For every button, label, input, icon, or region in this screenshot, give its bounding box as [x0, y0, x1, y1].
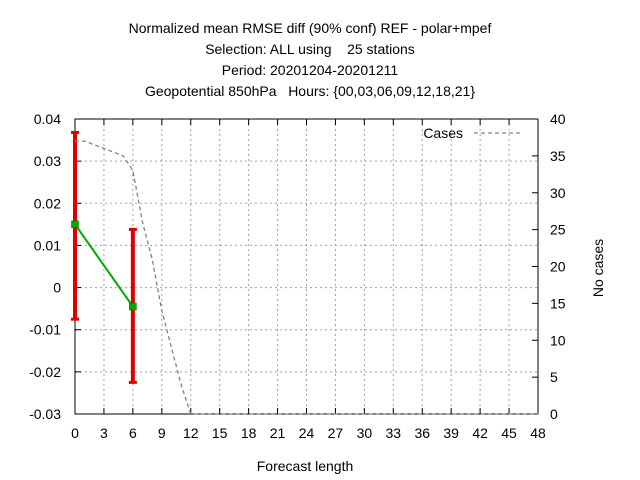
chart-title: Normalized mean RMSE diff (90% conf) REF…	[129, 20, 492, 99]
x-tick-label: 15	[212, 425, 228, 441]
y2-tick-label: 25	[550, 222, 566, 238]
x-tick-label: 33	[386, 425, 402, 441]
x-tick-label: 9	[158, 425, 166, 441]
legend-label-cases: Cases	[423, 125, 463, 141]
grid	[75, 119, 538, 414]
y-tick-label: 0.04	[34, 111, 61, 127]
x-tick-label: 21	[270, 425, 286, 441]
x-tick-label: 42	[472, 425, 488, 441]
y2-tick-label: 5	[550, 369, 558, 385]
x-tick-label: 12	[183, 425, 199, 441]
rmse-diff-line	[74, 223, 134, 308]
y-tick-label: 0.01	[34, 237, 61, 253]
y2-tick-label: 0	[550, 406, 558, 422]
y2-tick-label: 20	[550, 259, 566, 275]
rmse-diff-point	[129, 302, 137, 311]
y2-tick-label: 40	[550, 111, 566, 127]
x-tick-label: 36	[414, 425, 430, 441]
title-line-2: Selection: ALL using 25 stations	[205, 41, 415, 57]
y-tick-label: -0.03	[29, 406, 61, 422]
x-tick-label: 48	[530, 425, 546, 441]
axes: 0 3 6 9 12 15 18 21 24 27 30 33 36 39 42 45 48-0.03-0.02…	[29, 111, 566, 441]
x-tick-label: 3	[100, 425, 108, 441]
x-axis-label: Forecast length	[257, 458, 354, 474]
title-line-4: Geopotential 850hPa Hours: {00,03,06,09,…	[145, 83, 475, 99]
title-line-3: Period: 20201204-20201211	[222, 62, 399, 78]
x-tick-label: 39	[443, 425, 459, 441]
rmse-diff-point	[71, 220, 79, 229]
x-tick-label: 30	[357, 425, 373, 441]
y-tick-label: 0.02	[34, 195, 61, 211]
y-tick-label: -0.01	[29, 322, 61, 338]
y2-tick-label: 15	[550, 295, 566, 311]
y2-axis-label: No cases	[590, 239, 606, 297]
y-tick-label: -0.02	[29, 364, 61, 380]
x-tick-label: 24	[299, 425, 315, 441]
x-tick-label: 6	[129, 425, 137, 441]
y-tick-label: 0.03	[34, 153, 61, 169]
series-layer	[71, 130, 538, 415]
x-tick-label: 27	[328, 425, 344, 441]
y2-tick-label: 30	[550, 185, 566, 201]
title-line-1: Normalized mean RMSE diff (90% conf) REF…	[129, 20, 492, 36]
legend: Cases	[423, 125, 521, 141]
x-tick-label: 0	[71, 425, 79, 441]
y-tick-label: 0	[53, 280, 61, 296]
cases-line	[75, 140, 538, 415]
x-tick-label: 18	[241, 425, 257, 441]
y2-tick-label: 35	[550, 148, 566, 164]
y2-tick-label: 10	[550, 332, 566, 348]
x-tick-label: 45	[501, 425, 517, 441]
